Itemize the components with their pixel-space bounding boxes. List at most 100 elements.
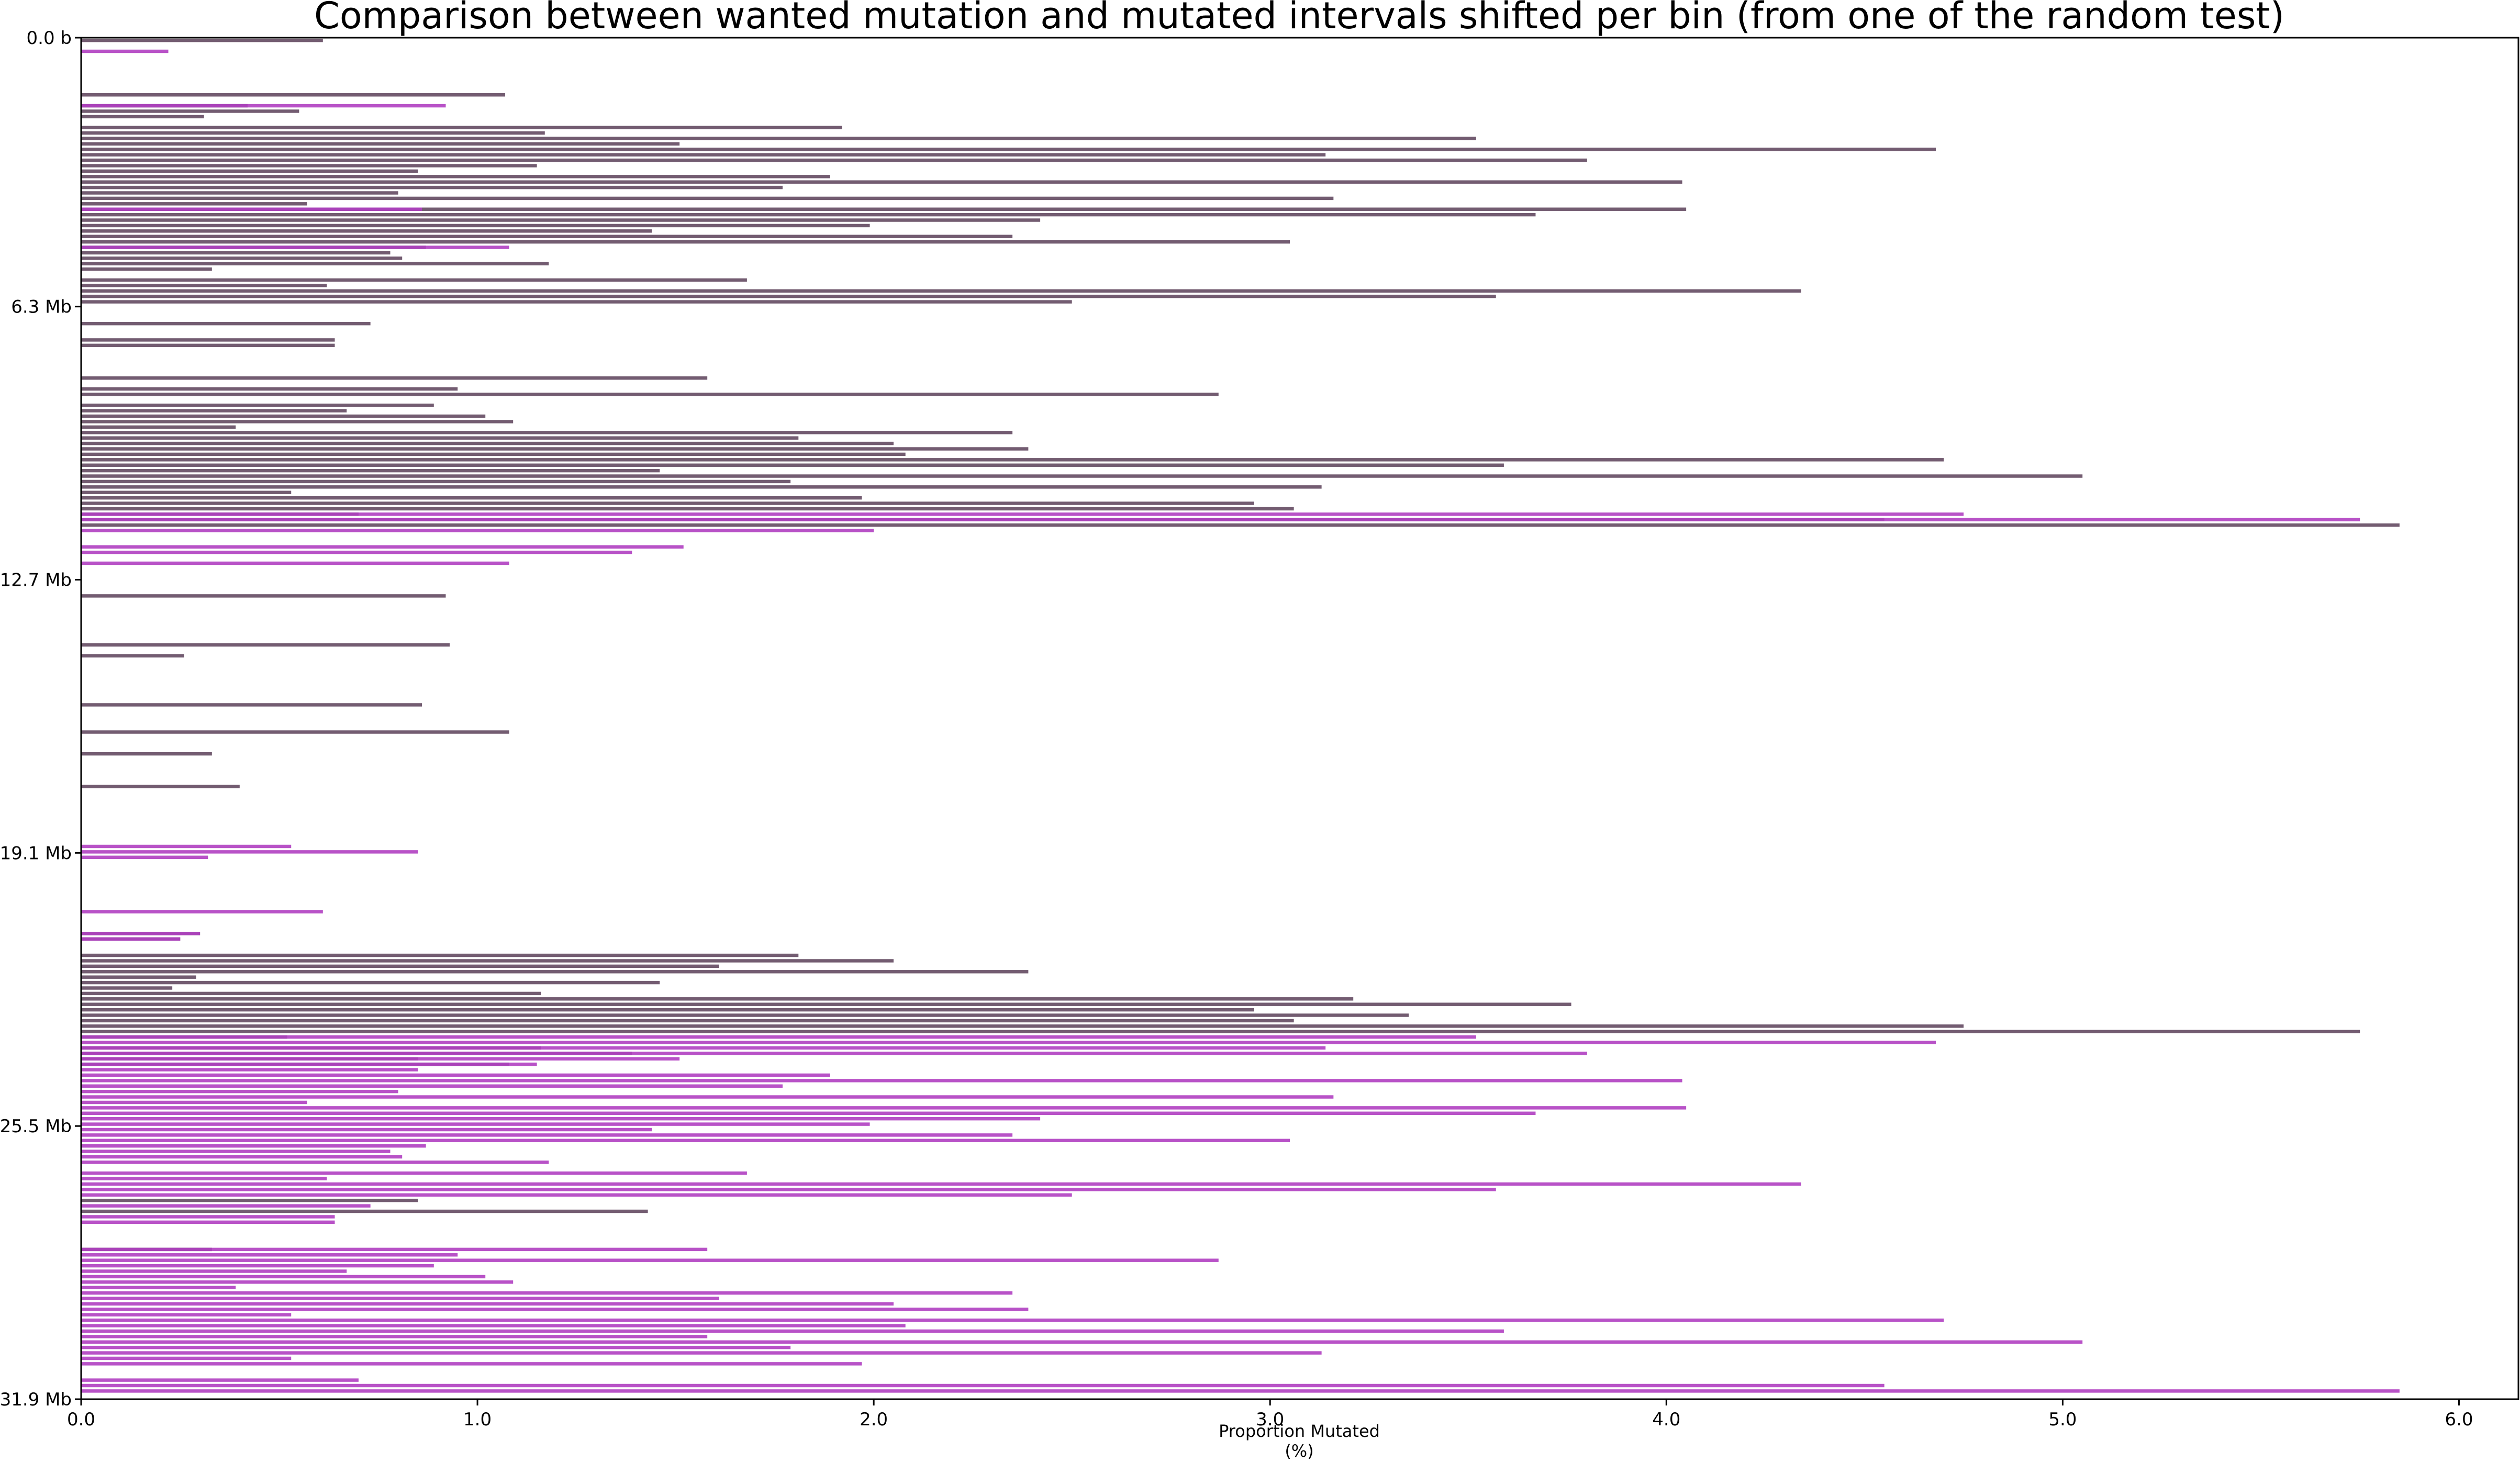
bar <box>81 550 632 554</box>
x-tick-label: 6.0 <box>2445 1409 2473 1430</box>
bar <box>81 175 830 178</box>
bar <box>81 414 486 418</box>
bar <box>81 496 862 500</box>
bar <box>81 1269 347 1273</box>
bar <box>81 997 1354 1001</box>
bar <box>81 1193 1072 1197</box>
y-tick-label: 0.0 b <box>27 28 72 49</box>
bar <box>81 1253 458 1257</box>
bar <box>81 338 335 342</box>
bar <box>81 425 236 429</box>
bar <box>81 512 1964 516</box>
bar <box>81 1302 894 1306</box>
x-tick-label: 0.0 <box>67 1409 95 1430</box>
bar <box>81 420 514 423</box>
bar <box>81 959 894 963</box>
bar <box>81 1286 236 1289</box>
bar <box>81 485 1322 489</box>
bar <box>81 529 874 532</box>
bar <box>81 294 1496 298</box>
bar <box>81 202 307 206</box>
bar <box>81 1079 1682 1082</box>
bar <box>81 1111 1536 1115</box>
bar <box>81 1199 418 1202</box>
x-tick-label: 3.0 <box>1256 1409 1284 1430</box>
bar <box>81 785 240 788</box>
bar <box>81 1188 1496 1191</box>
bar <box>81 409 347 412</box>
bar <box>81 1291 1013 1295</box>
bar <box>81 1052 1587 1055</box>
bar <box>81 1171 747 1175</box>
bar <box>81 431 1013 434</box>
bar <box>81 507 1294 511</box>
bar <box>81 158 1587 162</box>
bar <box>81 1313 292 1316</box>
bar <box>81 109 299 113</box>
x-tick-label: 2.0 <box>860 1409 888 1430</box>
bar <box>81 207 422 211</box>
bar <box>81 1095 1334 1099</box>
bar <box>81 1122 870 1126</box>
bar <box>81 937 181 941</box>
bar <box>81 289 1801 293</box>
bar <box>81 240 1290 244</box>
bar <box>81 1046 1326 1050</box>
bar <box>81 1275 486 1279</box>
bar <box>81 404 434 407</box>
y-tick-label: 31.9 Mb <box>0 1389 72 1410</box>
bar <box>81 436 799 440</box>
bar <box>81 1177 327 1180</box>
bar <box>81 1002 1571 1006</box>
bar <box>81 185 783 189</box>
bar <box>81 1160 549 1164</box>
bar <box>81 468 660 473</box>
bar <box>81 844 292 849</box>
bar <box>81 180 1682 184</box>
bar <box>81 1073 830 1077</box>
bar <box>81 1209 648 1213</box>
bar <box>81 654 184 658</box>
bar <box>81 752 212 756</box>
bar <box>81 545 684 549</box>
bar <box>81 1324 906 1327</box>
bar <box>81 850 418 854</box>
bar <box>81 1356 292 1360</box>
bar <box>81 1362 862 1366</box>
bar <box>81 1280 514 1284</box>
bar <box>81 490 292 494</box>
y-tick-label: 19.1 Mb <box>0 843 72 864</box>
bar <box>81 1297 719 1300</box>
bar <box>81 932 200 935</box>
bar <box>81 561 509 565</box>
bar <box>81 224 870 228</box>
bar <box>81 1117 1041 1121</box>
bar <box>81 594 446 598</box>
bar <box>81 1318 1944 1322</box>
bar <box>81 953 799 957</box>
bar <box>81 196 1334 200</box>
bar <box>81 1144 426 1148</box>
bar <box>81 1308 1029 1311</box>
bar <box>81 1089 398 1093</box>
bar <box>81 169 418 173</box>
bar <box>81 964 719 968</box>
bar <box>81 474 2083 478</box>
bar <box>81 518 2360 521</box>
bar <box>81 1128 652 1132</box>
y-tick-label: 25.5 Mb <box>0 1116 72 1137</box>
x-axis-label: Proportion Mutated (%) <box>1219 1421 1380 1461</box>
bar <box>81 218 1041 222</box>
bar <box>81 479 791 484</box>
bar <box>81 1204 371 1208</box>
bar <box>81 1084 783 1088</box>
bar <box>81 643 450 647</box>
bar <box>81 1155 403 1159</box>
bar <box>81 376 708 380</box>
plot-frame <box>80 37 2519 1400</box>
bar <box>81 93 506 97</box>
bar <box>81 980 660 985</box>
bar <box>81 251 391 255</box>
bar <box>81 910 323 914</box>
bar <box>81 1100 307 1104</box>
